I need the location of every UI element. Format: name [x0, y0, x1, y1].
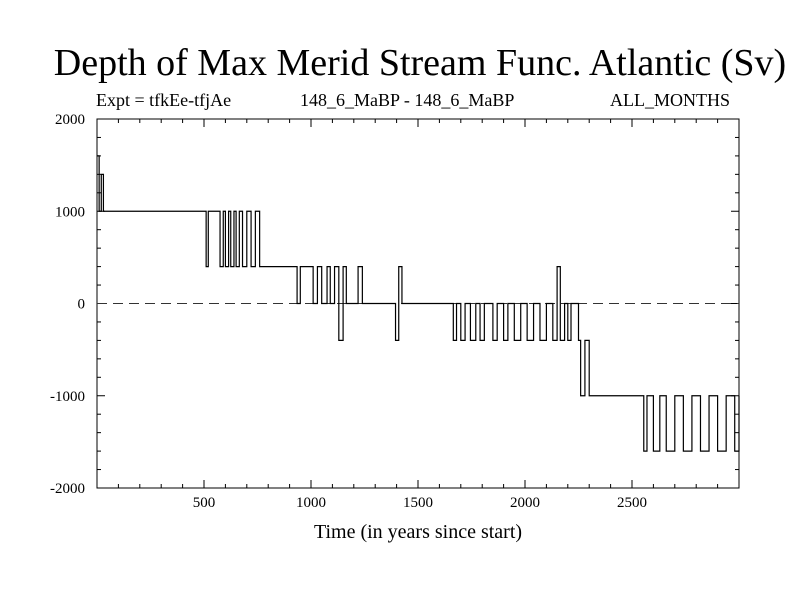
plot-layer: 500 1000 1500 2000 2500 2000 1000 0 -1000 -2000 — [50, 112, 740, 511]
period-label: 148_6_MaBP - 148_6_MaBP — [300, 90, 515, 110]
experiment-label: Expt = tfkEe-tfjAe — [96, 90, 232, 110]
x-axis-label: Time (in years since start) — [314, 521, 522, 543]
chart-title: Depth of Max Merid Stream Func. Atlantic… — [53, 42, 787, 84]
months-label: ALL_MONTHS — [610, 90, 730, 110]
x-tick-label: 1500 — [403, 495, 433, 511]
y-tick-label: 1000 — [55, 204, 85, 220]
x-tick-label: 2000 — [510, 495, 540, 511]
x-tick-label: 2500 — [617, 495, 647, 511]
series-line — [97, 155, 740, 452]
y-tick-label: 0 — [78, 297, 86, 313]
x-tick-label: 500 — [193, 495, 216, 511]
y-tick-label: -2000 — [50, 481, 85, 497]
y-tick-label: -1000 — [50, 389, 85, 405]
y-tick-label: 2000 — [55, 112, 85, 128]
x-tick-label: 1000 — [296, 495, 326, 511]
